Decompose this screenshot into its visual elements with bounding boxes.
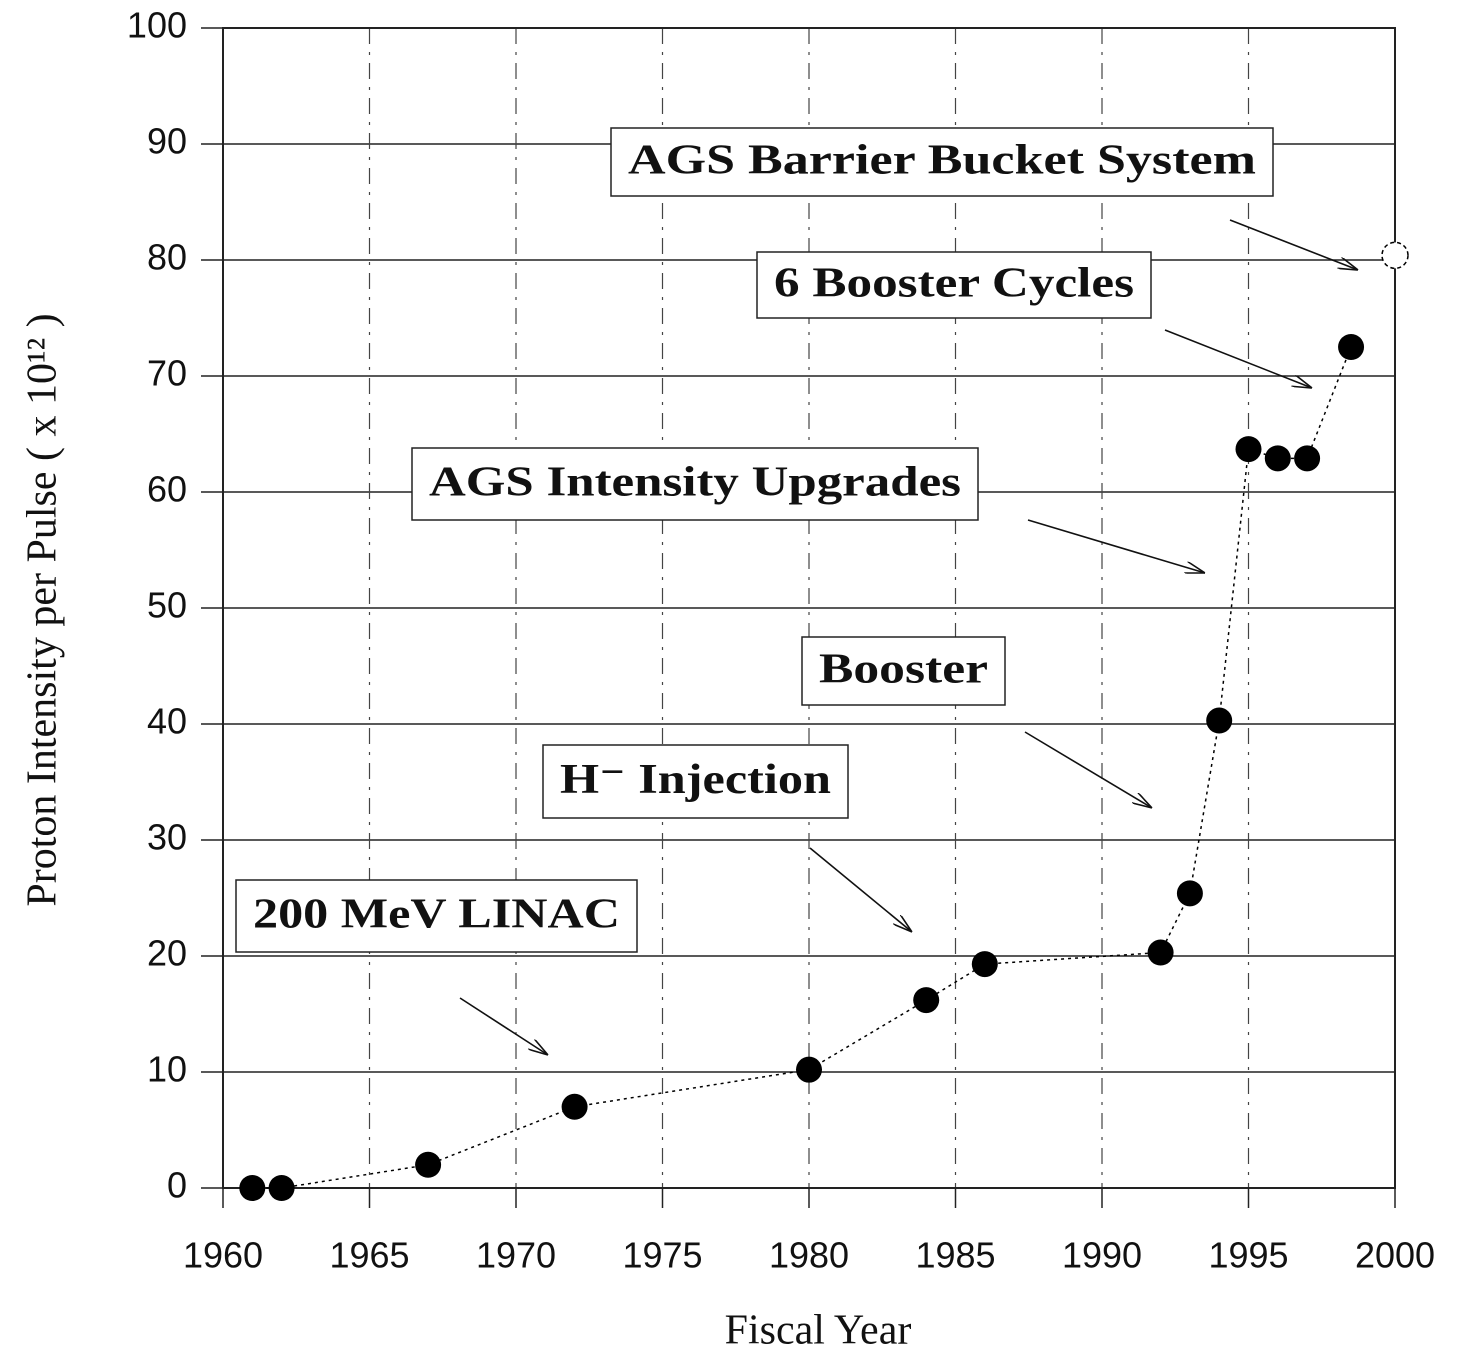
x-tick-label: 1980 [769, 1235, 849, 1276]
data-point [1338, 334, 1365, 360]
y-tick-label: 50 [147, 585, 187, 626]
x-tick-label: 1960 [183, 1235, 263, 1276]
data-point [415, 1151, 442, 1178]
annotation-arrow [1027, 519, 1205, 573]
annotation-label: 200 MeV LINAC [253, 892, 620, 938]
y-tick-label: 40 [147, 701, 187, 742]
data-point [1235, 436, 1262, 463]
x-tick-label: 1970 [476, 1235, 556, 1276]
x-tick-label: 1995 [1208, 1235, 1288, 1276]
x-tick-label: 1975 [622, 1235, 702, 1276]
x-tick-label: 1990 [1062, 1235, 1142, 1276]
annotation-arrow [1024, 731, 1152, 808]
annotation-box [801, 636, 1006, 706]
data-point [1176, 880, 1203, 907]
y-tick-label: 20 [147, 933, 187, 974]
annotation-box [411, 447, 979, 521]
annotation-arrow [1229, 219, 1358, 270]
annotation-label: H⁻ Injection [560, 757, 831, 803]
data-point [1294, 445, 1321, 472]
data-point [1381, 241, 1409, 270]
annotation-box [542, 744, 849, 819]
y-tick-label: 60 [147, 469, 187, 510]
data-point [913, 987, 940, 1014]
annotation-box [756, 251, 1152, 319]
annotation-arrow [459, 997, 548, 1055]
y-tick-label: 30 [147, 817, 187, 858]
annotation-box [610, 127, 1274, 197]
plot-frame [222, 27, 1396, 1189]
x-axis-label: Fiscal Year [725, 1308, 912, 1354]
data-point [796, 1056, 822, 1083]
x-tick-label: 1985 [915, 1235, 995, 1276]
y-tick-label: 90 [147, 121, 187, 162]
annotation-arrow [1164, 329, 1312, 388]
data-point [1147, 939, 1174, 966]
y-tick-label: 100 [127, 5, 187, 46]
data-point [1206, 707, 1233, 734]
y-tick-label: 70 [147, 353, 187, 394]
x-tick-label: 2000 [1355, 1235, 1435, 1276]
y-axis-label: Proton Intensity per Pulse ( x 10¹² ) [20, 313, 66, 906]
annotation-label: AGS Barrier Bucket System [628, 138, 1256, 184]
annotation-box [235, 879, 638, 953]
data-point [971, 951, 998, 978]
data-point [268, 1175, 295, 1201]
data-point [561, 1093, 588, 1120]
y-tick-label: 80 [147, 237, 187, 278]
data-point [1264, 445, 1291, 472]
x-tick-label: 1965 [329, 1235, 409, 1276]
y-tick-label: 0 [167, 1165, 187, 1206]
data-point [239, 1175, 266, 1201]
y-tick-label: 10 [147, 1049, 187, 1090]
annotation-arrow [809, 847, 912, 932]
annotation-label: AGS Intensity Upgrades [429, 460, 961, 506]
annotation-label: 6 Booster Cycles [774, 261, 1134, 307]
annotation-label: Booster [819, 647, 988, 693]
